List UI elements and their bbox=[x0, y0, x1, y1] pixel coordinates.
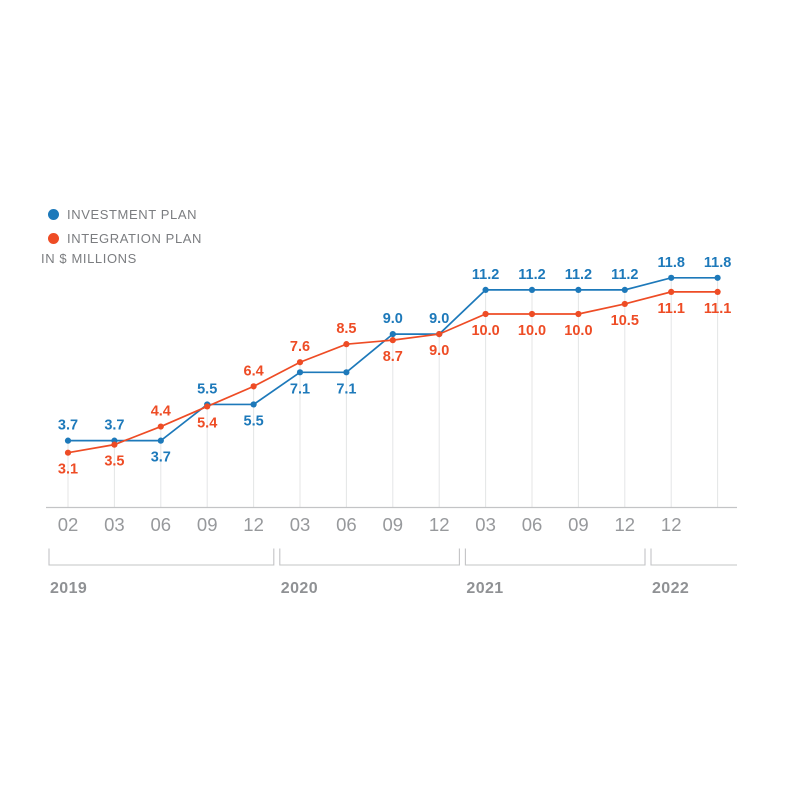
units-label: IN $ MILLIONS bbox=[41, 250, 137, 266]
year-label-2020: 2020 bbox=[281, 580, 318, 597]
data-point-integration bbox=[528, 310, 536, 318]
value-label-investment: 7.1 bbox=[336, 381, 356, 397]
x-tick-label: 09 bbox=[197, 514, 218, 535]
integration-plan-dot-icon bbox=[48, 232, 59, 244]
data-point-integration bbox=[157, 423, 164, 430]
data-point-investment bbox=[575, 286, 582, 293]
data-point-investment bbox=[482, 286, 489, 293]
value-label-integration: 8.5 bbox=[336, 321, 356, 337]
data-point-investment bbox=[528, 286, 536, 293]
data-point-investment bbox=[714, 274, 721, 281]
value-label-investment: 11.2 bbox=[611, 267, 638, 283]
data-point-investment bbox=[296, 369, 304, 376]
year-label-2021: 2021 bbox=[466, 580, 503, 597]
units-row: IN $ MILLIONS bbox=[41, 246, 202, 270]
data-point-integration bbox=[482, 310, 489, 318]
data-point-integration bbox=[714, 288, 721, 295]
data-point-investment bbox=[389, 331, 396, 338]
value-label-integration: 5.4 bbox=[197, 415, 217, 431]
data-point-integration bbox=[296, 359, 304, 366]
value-label-integration: 10.0 bbox=[518, 323, 546, 339]
data-point-integration bbox=[204, 403, 211, 410]
value-label-investment: 7.1 bbox=[290, 381, 310, 397]
data-point-integration bbox=[668, 288, 675, 295]
x-tick-label: 06 bbox=[336, 514, 357, 535]
value-label-integration: 7.6 bbox=[290, 339, 310, 355]
value-label-investment: 11.8 bbox=[704, 255, 731, 271]
data-point-integration bbox=[575, 310, 582, 318]
value-label-investment: 11.8 bbox=[657, 255, 684, 271]
legend: INVESTMENT PLAN INTEGRATION PLAN IN $ MI… bbox=[41, 202, 202, 270]
x-tick-label: 03 bbox=[104, 514, 125, 535]
year-label-2019: 2019 bbox=[50, 580, 87, 597]
year-bracket-2021 bbox=[464, 548, 646, 566]
legend-item-integration-plan: INTEGRATION PLAN bbox=[41, 226, 202, 250]
data-point-investment bbox=[668, 274, 675, 281]
value-label-investment: 5.5 bbox=[244, 413, 264, 429]
year-label-2022: 2022 bbox=[652, 580, 689, 597]
x-tick-label: 12 bbox=[615, 514, 636, 535]
value-label-investment: 3.7 bbox=[58, 418, 78, 434]
investment-plan-dot-icon bbox=[48, 208, 59, 220]
x-tick-label: 12 bbox=[429, 514, 450, 535]
value-label-investment: 9.0 bbox=[429, 311, 449, 327]
x-tick-label: 12 bbox=[661, 514, 682, 535]
data-point-integration bbox=[64, 449, 72, 456]
x-tick-label: 02 bbox=[58, 514, 79, 535]
value-label-investment: 11.2 bbox=[518, 267, 545, 283]
value-label-investment: 9.0 bbox=[383, 311, 403, 327]
value-label-integration: 6.4 bbox=[244, 363, 264, 379]
data-point-investment bbox=[157, 437, 164, 444]
x-tick-label: 09 bbox=[383, 514, 404, 535]
data-point-integration bbox=[436, 331, 443, 338]
value-label-integration: 10.0 bbox=[564, 323, 592, 339]
value-label-investment: 5.5 bbox=[197, 381, 217, 397]
x-tick-label: 09 bbox=[568, 514, 589, 535]
value-label-investment: 11.2 bbox=[565, 267, 592, 283]
legend-item-investment-plan: INVESTMENT PLAN bbox=[41, 202, 202, 226]
data-point-investment bbox=[250, 401, 257, 408]
value-label-integration: 10.5 bbox=[611, 313, 639, 329]
data-point-integration bbox=[343, 341, 350, 348]
value-label-integration: 9.0 bbox=[429, 343, 449, 359]
data-point-integration bbox=[621, 300, 628, 308]
x-tick-label: 06 bbox=[151, 514, 172, 535]
x-tick-label: 06 bbox=[522, 514, 543, 535]
value-label-integration: 3.5 bbox=[104, 454, 124, 470]
year-bracket-2020 bbox=[279, 548, 460, 566]
x-tick-label: 03 bbox=[475, 514, 496, 535]
legend-label-integration-plan: INTEGRATION PLAN bbox=[67, 230, 203, 246]
x-tick-label: 03 bbox=[290, 514, 311, 535]
value-label-investment: 11.2 bbox=[472, 267, 499, 283]
legend-label-investment-plan: INVESTMENT PLAN bbox=[67, 206, 198, 222]
data-point-investment bbox=[64, 437, 72, 444]
value-label-investment: 3.7 bbox=[104, 418, 124, 434]
value-label-investment: 3.7 bbox=[151, 450, 171, 466]
year-bracket-2022 bbox=[650, 548, 737, 566]
value-label-integration: 10.0 bbox=[471, 323, 499, 339]
value-label-integration: 3.1 bbox=[58, 462, 78, 478]
data-point-integration bbox=[250, 383, 257, 390]
value-label-integration: 8.7 bbox=[383, 349, 403, 365]
data-point-integration bbox=[111, 441, 118, 448]
year-bracket-2019 bbox=[48, 548, 275, 566]
value-label-integration: 11.1 bbox=[657, 301, 684, 317]
data-point-integration bbox=[389, 337, 396, 344]
data-point-investment bbox=[621, 286, 628, 293]
value-label-integration: 11.1 bbox=[704, 301, 731, 317]
data-point-investment bbox=[343, 369, 350, 376]
value-label-integration: 4.4 bbox=[151, 404, 171, 420]
x-tick-label: 12 bbox=[243, 514, 264, 535]
